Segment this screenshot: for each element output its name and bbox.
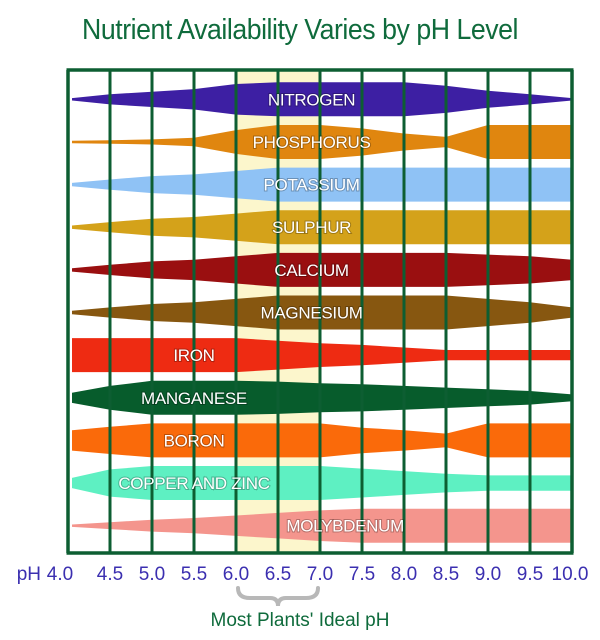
x-tick-label: 9.0: [475, 564, 501, 585]
x-tick-label: 6.0: [223, 564, 249, 585]
band-iron: [72, 338, 572, 373]
band-label: IRON: [173, 346, 214, 365]
x-tick-label: 5.0: [139, 564, 165, 585]
ideal-range-brace-icon: [236, 586, 320, 607]
x-tick-label: 7.5: [349, 564, 375, 585]
band-label: CALCIUM: [274, 261, 348, 280]
grid-lines: [66, 68, 574, 555]
band-label: MANGANESE: [141, 389, 247, 408]
x-tick-label: 4.5: [97, 564, 123, 585]
x-tick-label: 9.5: [517, 564, 543, 585]
band-label: COPPER AND ZINC: [118, 474, 269, 493]
band-label: MOLYBDENUM: [286, 517, 404, 536]
band-label: NITROGEN: [268, 90, 355, 109]
x-tick-label: 4.0: [47, 564, 73, 585]
band-boron: [72, 423, 572, 458]
x-axis-prefix: pH: [17, 564, 41, 585]
x-tick-label: 8.5: [433, 564, 459, 585]
ideal-ph-label: Most Plants' Ideal pH: [210, 610, 390, 631]
band-label: PHOSPHORUS: [253, 133, 371, 152]
band-label: SULPHUR: [272, 218, 351, 237]
band-label: POTASSIUM: [264, 176, 360, 195]
band-labels: NITROGEN PHOSPHORUS POTASSIUM SULPHUR CALCIU…: [117, 89, 405, 536]
x-tick-label: 10.0: [552, 564, 589, 585]
x-tick-label: 5.5: [181, 564, 207, 585]
x-tick-label: 8.0: [391, 564, 417, 585]
band-label: MAGNESIUM: [261, 304, 363, 323]
band-phosphorus: [72, 125, 572, 159]
x-tick-label: 7.0: [307, 564, 333, 585]
band-label: BORON: [164, 431, 225, 450]
chart-title: Nutrient Availability Varies by pH Level: [82, 14, 518, 46]
x-tick-label: 6.5: [265, 564, 291, 585]
x-axis-ticks: 4.0 4.5 5.0 5.5 6.0 6.5 7.0 7.5 8.0 8.5 9.0 9.5 10.0…: [17, 564, 589, 585]
